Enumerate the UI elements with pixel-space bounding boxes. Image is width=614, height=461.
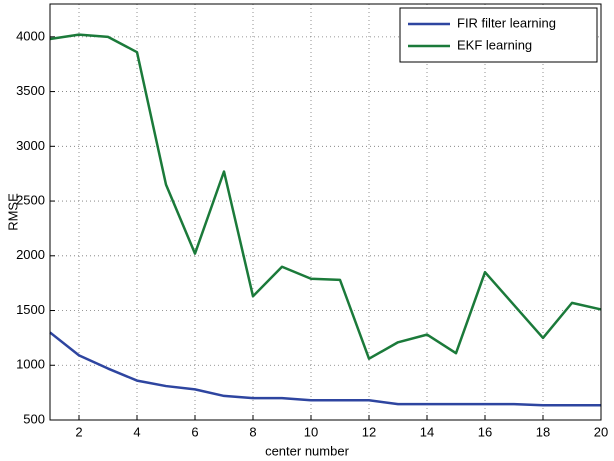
x-tick-label: 6: [191, 424, 198, 439]
x-tick-label: 8: [249, 424, 256, 439]
x-tick-label: 16: [478, 424, 492, 439]
x-tick-label: 20: [594, 424, 608, 439]
y-tick-label: 2500: [16, 192, 45, 207]
y-tick-label: 1500: [16, 302, 45, 317]
y-tick-label: 4000: [16, 28, 45, 43]
legend-label: FIR filter learning: [457, 15, 556, 30]
legend-box: [399, 7, 598, 63]
x-tick-label: 2: [75, 424, 82, 439]
y-axis-label: RMSE: [5, 193, 20, 231]
x-axis-label: center number: [265, 443, 349, 458]
y-tick-label: 2000: [16, 247, 45, 262]
plot-area: [50, 4, 601, 420]
plot-frame: [49, 3, 602, 421]
y-tick-label: 3000: [16, 138, 45, 153]
x-tick-label: 12: [362, 424, 376, 439]
y-tick-label: 3500: [16, 83, 45, 98]
y-tick-label: 500: [23, 411, 45, 426]
line-series: [49, 331, 601, 407]
x-tick-label: 10: [304, 424, 318, 439]
x-tick-label: 14: [420, 424, 434, 439]
legend-label: EKF learning: [457, 37, 532, 52]
x-tick-label: 4: [133, 424, 140, 439]
y-tick-label: 1000: [16, 357, 45, 372]
line-series: [49, 33, 602, 360]
x-tick-label: 18: [536, 424, 550, 439]
